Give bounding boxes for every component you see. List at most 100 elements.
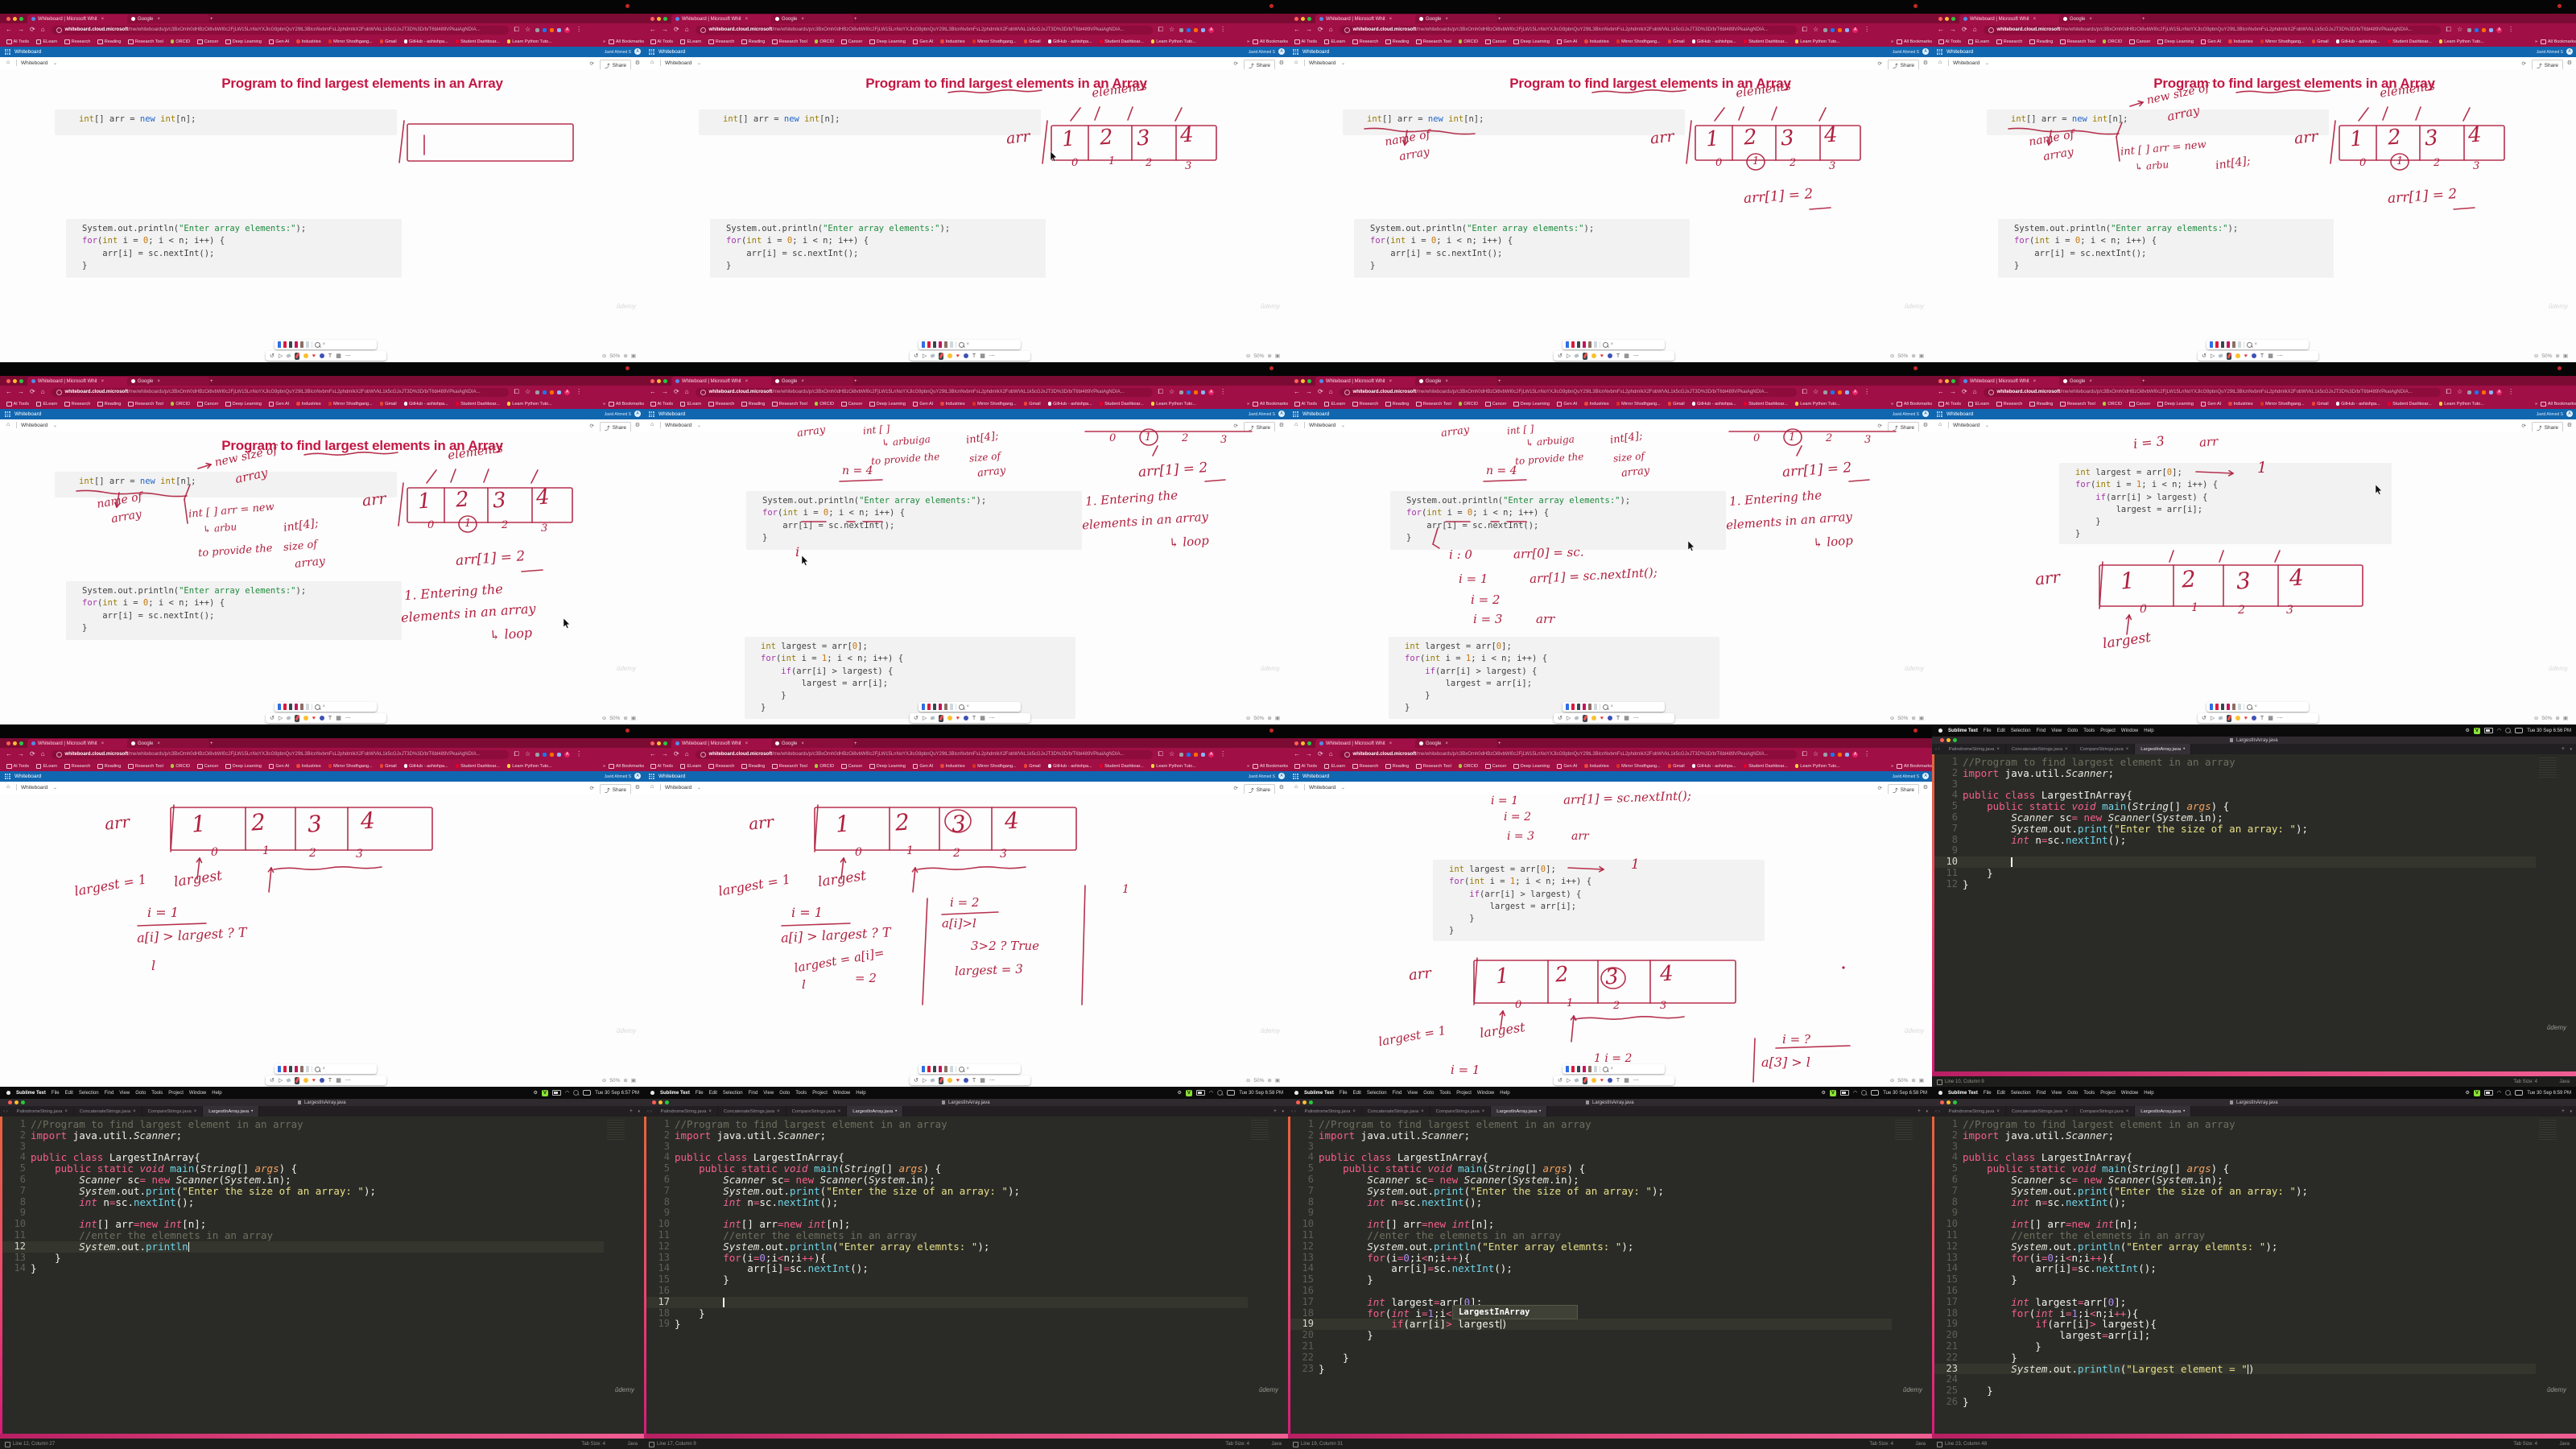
menu-item[interactable]: Find bbox=[2036, 1090, 2046, 1096]
heart-icon[interactable]: ♥ bbox=[312, 715, 316, 721]
menu-item[interactable]: Find bbox=[1392, 1090, 1402, 1096]
syntax-mode-status[interactable]: Java bbox=[1271, 1441, 1282, 1447]
extension-icon[interactable] bbox=[1845, 390, 1850, 394]
all-bookmarks-button[interactable]: All Bookmarks bbox=[609, 39, 644, 44]
home-icon[interactable]: ⌂ bbox=[1294, 784, 1298, 790]
bookmark-star-icon[interactable]: ☆ bbox=[1168, 388, 1175, 395]
fit-screen-icon[interactable]: ▣ bbox=[630, 353, 636, 359]
traffic-light-minimize[interactable] bbox=[1301, 379, 1305, 383]
extension-icon[interactable] bbox=[535, 390, 540, 394]
share-target-icon[interactable]: ⧠ bbox=[514, 388, 519, 395]
board-name[interactable]: Whiteboard bbox=[1953, 60, 1980, 66]
pen-icon[interactable] bbox=[1594, 341, 1597, 348]
menu-item[interactable]: Project bbox=[1456, 1090, 1472, 1096]
heart-icon[interactable]: ♥ bbox=[956, 715, 960, 721]
traffic-light-minimize[interactable] bbox=[1302, 1100, 1307, 1104]
menu-item[interactable]: Help bbox=[2144, 728, 2154, 733]
bookmark-item[interactable]: Gmail bbox=[1667, 39, 1685, 44]
forward-icon[interactable]: → bbox=[662, 750, 668, 758]
vpn-badge-icon[interactable]: V bbox=[1185, 1089, 1192, 1096]
menu-item[interactable]: Find bbox=[748, 1090, 758, 1096]
home-icon[interactable]: ⌂ bbox=[40, 388, 45, 395]
sticky-note-icon[interactable] bbox=[303, 1078, 308, 1083]
browser-tab-active[interactable]: Whiteboard | Microsoft Whit × bbox=[671, 739, 774, 748]
editor-tab[interactable]: CompareStrings.java × bbox=[2074, 1106, 2136, 1117]
select-icon[interactable]: ▷ bbox=[1566, 353, 1571, 359]
user-avatar[interactable]: A bbox=[634, 411, 641, 417]
new-tab-button[interactable]: + bbox=[210, 378, 213, 384]
autocomplete-suggestion[interactable]: LargestInArray bbox=[1459, 1307, 1530, 1317]
tab-size-status[interactable]: Tab Size: 4 bbox=[2513, 1079, 2537, 1084]
extension-icon[interactable] bbox=[1838, 27, 1843, 32]
zoom-out-icon[interactable]: ⊖ bbox=[1889, 716, 1895, 721]
bookmark-item[interactable]: Cancer bbox=[1485, 39, 1506, 44]
share-target-icon[interactable]: ⧠ bbox=[514, 750, 519, 758]
sync-icon[interactable]: ⟳ bbox=[1877, 785, 1882, 791]
text-icon[interactable]: T bbox=[328, 1077, 332, 1084]
grid-icon[interactable]: ▦ bbox=[336, 353, 341, 359]
bookmark-item[interactable]: Research Tool bbox=[772, 39, 807, 44]
syntax-mode-status[interactable]: Java bbox=[627, 1441, 638, 1447]
forward-icon[interactable]: → bbox=[662, 26, 668, 33]
board-name[interactable]: Whiteboard bbox=[1309, 422, 1336, 428]
share-target-icon[interactable]: ⧠ bbox=[1802, 388, 1807, 395]
profile-avatar[interactable]: A bbox=[564, 389, 571, 395]
pen-icon[interactable] bbox=[939, 704, 942, 710]
text-icon[interactable]: T bbox=[2260, 715, 2264, 721]
bookmark-star-icon[interactable]: ☆ bbox=[1812, 388, 1819, 395]
tab-close-icon[interactable]: × bbox=[745, 378, 749, 384]
bookmark-item[interactable]: Reading bbox=[741, 39, 765, 44]
new-tab-button[interactable]: + bbox=[1498, 378, 1501, 384]
select-icon[interactable]: ▷ bbox=[922, 1078, 927, 1084]
bookmark-item[interactable]: Student Dashboar... bbox=[2387, 402, 2432, 407]
all-bookmarks-button[interactable]: All Bookmarks bbox=[2541, 39, 2576, 44]
select-icon[interactable]: ▷ bbox=[278, 716, 283, 721]
bookmark-item[interactable]: Research bbox=[708, 401, 734, 407]
pen-icon[interactable] bbox=[2221, 341, 2224, 348]
browser-tab-active[interactable]: Whiteboard | Microsoft Whit × bbox=[1959, 377, 2062, 386]
menu-item[interactable]: Goto bbox=[2067, 1090, 2079, 1096]
reload-icon[interactable]: ⟳ bbox=[674, 26, 679, 33]
bookmark-item[interactable]: Gmail bbox=[379, 764, 397, 769]
bookmark-item[interactable]: Reading bbox=[97, 39, 121, 44]
minimap[interactable] bbox=[607, 1120, 625, 1141]
extension-icon[interactable] bbox=[2482, 390, 2487, 394]
select-icon[interactable]: ▷ bbox=[2210, 716, 2215, 721]
traffic-light-minimize[interactable] bbox=[1946, 1100, 1951, 1104]
traffic-light-close[interactable] bbox=[8, 1100, 12, 1104]
user-avatar[interactable]: A bbox=[1922, 773, 1929, 779]
settings-gear-icon[interactable]: ⚙ bbox=[1922, 423, 1928, 428]
back-icon[interactable]: ← bbox=[6, 388, 12, 395]
extension-icon[interactable] bbox=[1831, 390, 1835, 394]
extension-icon[interactable] bbox=[550, 27, 555, 32]
text-icon[interactable]: T bbox=[1616, 1077, 1620, 1084]
bookmark-item[interactable]: Deep Learning bbox=[225, 39, 262, 44]
text-icon[interactable]: T bbox=[2260, 353, 2264, 359]
user-avatar[interactable]: A bbox=[634, 48, 641, 55]
zoom-in-icon[interactable]: ⊕ bbox=[1267, 353, 1272, 359]
tab-close-icon[interactable]: × bbox=[101, 378, 105, 384]
traffic-light-close[interactable] bbox=[652, 1100, 656, 1104]
fit-screen-icon[interactable]: ▣ bbox=[2562, 353, 2568, 359]
grid-icon[interactable]: ▦ bbox=[980, 353, 985, 359]
bookmark-item[interactable]: Industries bbox=[1584, 402, 1609, 407]
reload-icon[interactable]: ⟳ bbox=[1318, 388, 1323, 395]
editor-tab[interactable]: LargestInArray.java • bbox=[2135, 1106, 2192, 1117]
share-target-icon[interactable]: ⧠ bbox=[1158, 750, 1163, 758]
traffic-light-zoom[interactable] bbox=[1307, 17, 1311, 21]
traffic-light-minimize[interactable] bbox=[657, 379, 661, 383]
traffic-light-close[interactable] bbox=[650, 17, 654, 21]
browser-menu-icon[interactable]: ⋮ bbox=[576, 26, 583, 33]
bookmark-item[interactable]: Mirror Shodhgang... bbox=[328, 764, 373, 769]
menu-item[interactable]: Window bbox=[1476, 1090, 1495, 1096]
fit-screen-icon[interactable]: ▣ bbox=[1274, 716, 1280, 721]
bookmark-item[interactable]: GitHub - ashishpa... bbox=[403, 39, 448, 44]
magnifier-icon[interactable] bbox=[958, 341, 964, 348]
home-icon[interactable]: ⌂ bbox=[684, 388, 689, 395]
tab-close-icon[interactable]: × bbox=[708, 1108, 712, 1114]
code-pane[interactable]: //Program to find largest element in an … bbox=[1963, 757, 2308, 890]
pen-icon[interactable] bbox=[300, 341, 303, 348]
gear-icon[interactable]: ⚙ bbox=[2465, 729, 2470, 733]
text-icon[interactable]: T bbox=[972, 1077, 976, 1084]
pen-icon[interactable] bbox=[1571, 1066, 1575, 1072]
